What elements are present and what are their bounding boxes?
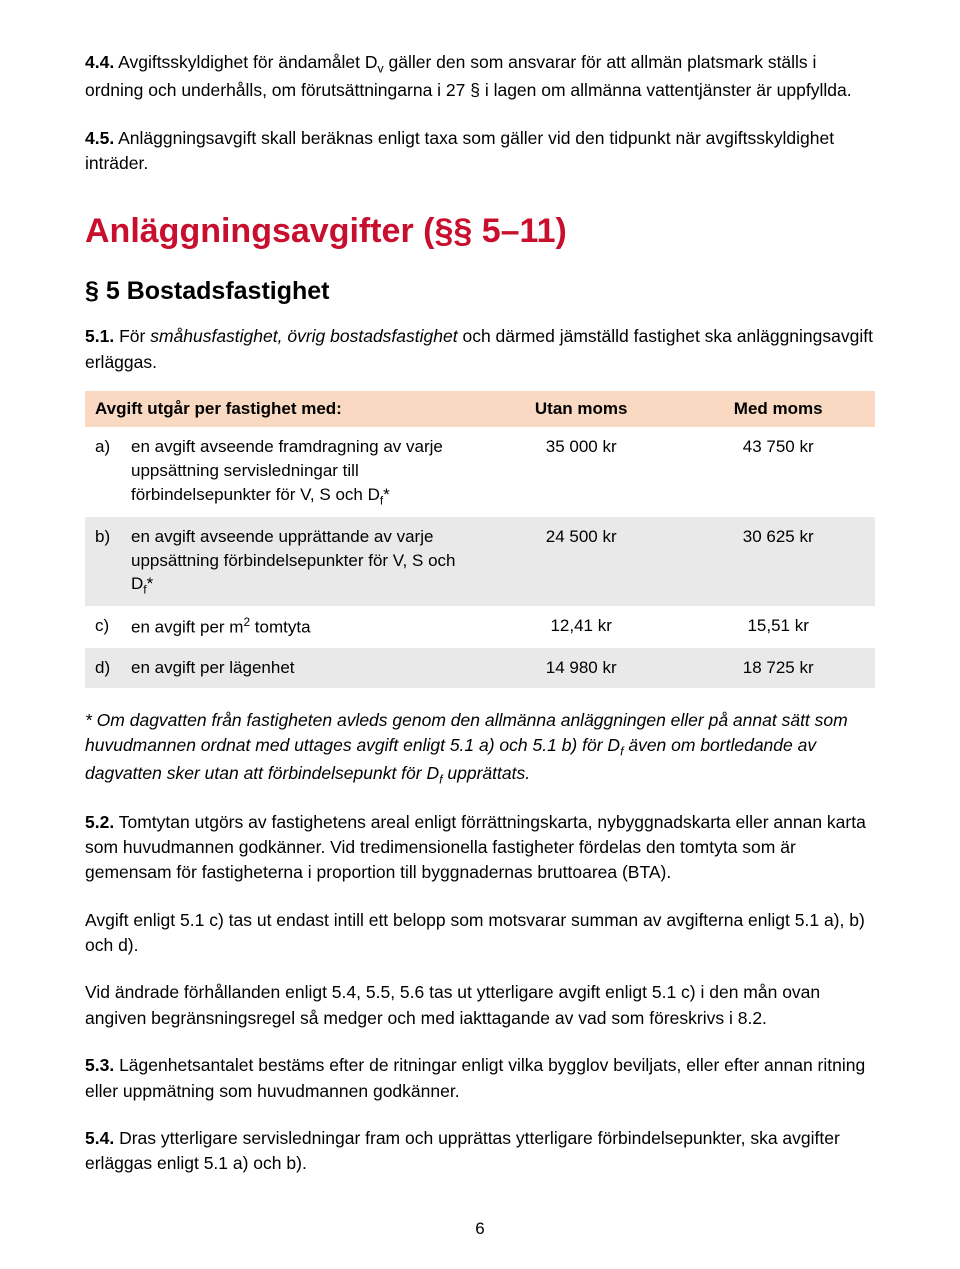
table-row: d)en avgift per lägenhet14 980 kr18 725 …: [85, 648, 875, 688]
para-4-4-text-a: Avgiftsskyldighet för ändamålet D: [114, 52, 377, 72]
paragraph-5-2b: Avgift enligt 5.1 c) tas ut endast intil…: [85, 908, 875, 959]
para-4-5-lead: 4.5.: [85, 128, 114, 148]
table-row-med: 15,51 kr: [681, 606, 875, 647]
paragraph-5-2c: Vid ändrade förhållanden enligt 5.4, 5.5…: [85, 980, 875, 1031]
table-row: c)en avgift per m2 tomtyta12,41 kr15,51 …: [85, 606, 875, 647]
table-row-utan: 35 000 kr: [481, 427, 681, 517]
page-number: 6: [85, 1219, 875, 1239]
paragraph-4-5: 4.5. Anläggningsavgift skall beräknas en…: [85, 126, 875, 177]
table-row-utan: 12,41 kr: [481, 606, 681, 647]
para-5-4-lead: 5.4.: [85, 1128, 114, 1148]
heading-main: Anläggningsavgifter (§§ 5–11): [85, 212, 875, 251]
fee-table-body: a)en avgift avseende framdragning av var…: [85, 427, 875, 688]
table-row-utan: 14 980 kr: [481, 648, 681, 688]
para-5-1-pre: För: [114, 326, 150, 346]
table-footnote: * Om dagvatten från fastigheten avleds g…: [85, 708, 875, 790]
table-row-label: d): [85, 648, 121, 688]
table-row: a)en avgift avseende framdragning av var…: [85, 427, 875, 517]
paragraph-4-4: 4.4. Avgiftsskyldighet för ändamålet Dv …: [85, 50, 875, 104]
paragraph-5-3: 5.3. Lägenhetsantalet bestäms efter de r…: [85, 1053, 875, 1104]
table-row-med: 43 750 kr: [681, 427, 875, 517]
para-5-4-text: Dras ytterligare servisledningar fram oc…: [85, 1128, 840, 1173]
para-5-2-text: Tomtytan utgörs av fastighetens areal en…: [85, 812, 866, 883]
paragraph-5-1: 5.1. För småhusfastighet, övrig bostadsf…: [85, 324, 875, 375]
table-row-med: 18 725 kr: [681, 648, 875, 688]
table-header-row: Avgift utgår per fastighet med: Utan mom…: [85, 391, 875, 427]
para-5-3-text: Lägenhetsantalet bestäms efter de ritnin…: [85, 1055, 865, 1100]
table-header-med: Med moms: [681, 391, 875, 427]
table-row-label: a): [85, 427, 121, 517]
paragraph-5-4: 5.4. Dras ytterligare servisledningar fr…: [85, 1126, 875, 1177]
table-header-desc: Avgift utgår per fastighet med:: [85, 391, 481, 427]
footnote-post: upprättats.: [443, 763, 531, 783]
table-row-desc: en avgift per lägenhet: [121, 648, 481, 688]
para-5-1-italic: småhusfastighet, övrig bostadsfastighet: [150, 326, 457, 346]
fee-table: Avgift utgår per fastighet med: Utan mom…: [85, 391, 875, 688]
para-5-3-lead: 5.3.: [85, 1055, 114, 1075]
para-4-4-lead: 4.4.: [85, 52, 114, 72]
table-row-utan: 24 500 kr: [481, 517, 681, 607]
table-row-label: c): [85, 606, 121, 647]
table-row-desc: en avgift avseende upprättande av varje …: [121, 517, 481, 607]
heading-section-5: § 5 Bostadsfastighet: [85, 277, 875, 306]
table-header-utan: Utan moms: [481, 391, 681, 427]
para-5-1-lead: 5.1.: [85, 326, 114, 346]
paragraph-5-2: 5.2. Tomtytan utgörs av fastighetens are…: [85, 810, 875, 886]
para-4-5-text: Anläggningsavgift skall beräknas enligt …: [85, 128, 834, 173]
table-row: b)en avgift avseende upprättande av varj…: [85, 517, 875, 607]
table-row-med: 30 625 kr: [681, 517, 875, 607]
table-row-label: b): [85, 517, 121, 607]
table-row-desc: en avgift per m2 tomtyta: [121, 606, 481, 647]
table-row-desc: en avgift avseende framdragning av varje…: [121, 427, 481, 517]
para-5-2-lead: 5.2.: [85, 812, 114, 832]
